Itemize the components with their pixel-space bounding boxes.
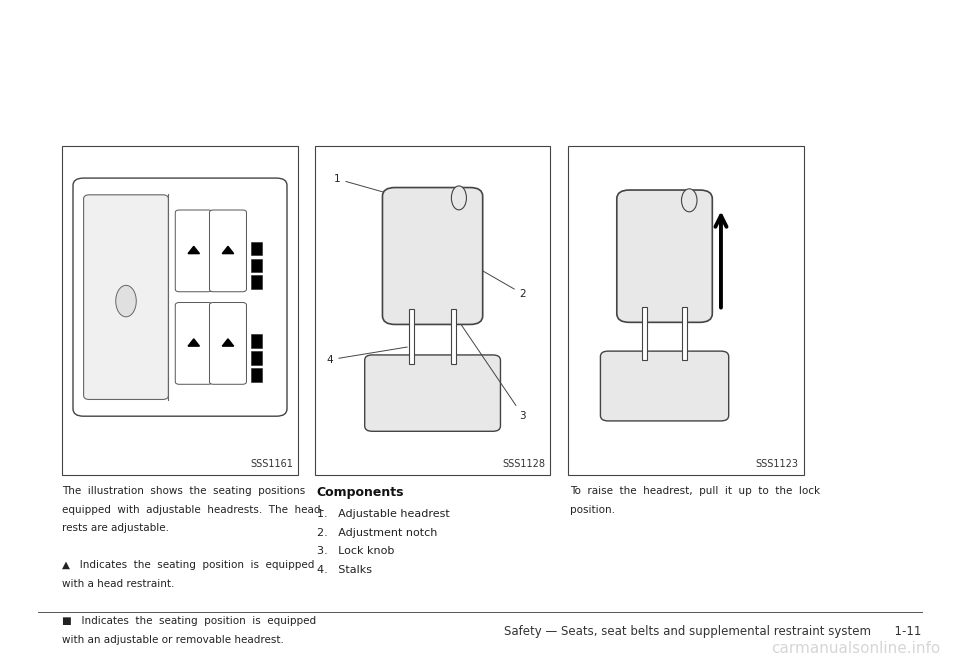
FancyBboxPatch shape <box>616 190 712 322</box>
Text: SSS1123: SSS1123 <box>756 459 799 469</box>
Text: with an adjustable or removable headrest.: with an adjustable or removable headrest… <box>62 635 284 645</box>
Bar <box>252 368 262 382</box>
Text: The  illustration  shows  the  seating  positions: The illustration shows the seating posit… <box>62 486 305 496</box>
Bar <box>252 276 262 289</box>
Ellipse shape <box>451 186 467 210</box>
Bar <box>315 146 550 475</box>
Bar <box>409 309 414 364</box>
FancyBboxPatch shape <box>600 351 729 421</box>
Bar <box>568 146 804 475</box>
FancyBboxPatch shape <box>84 195 168 400</box>
Bar <box>252 351 262 365</box>
Text: 4.   Stalks: 4. Stalks <box>317 565 372 575</box>
Text: ■   Indicates  the  seating  position  is  equipped: ■ Indicates the seating position is equi… <box>62 616 317 626</box>
Bar <box>682 307 686 360</box>
Text: SSS1128: SSS1128 <box>502 459 545 469</box>
Text: 2.   Adjustment notch: 2. Adjustment notch <box>317 528 437 538</box>
Text: carmanualsonline.info: carmanualsonline.info <box>772 641 941 656</box>
Text: 2: 2 <box>474 266 526 299</box>
FancyBboxPatch shape <box>73 178 287 416</box>
Text: Components: Components <box>317 486 404 499</box>
Text: 4: 4 <box>326 347 407 365</box>
Bar <box>252 334 262 348</box>
Text: 1: 1 <box>334 174 407 199</box>
Text: To  raise  the  headrest,  pull  it  up  to  the  lock: To raise the headrest, pull it up to the… <box>570 486 821 496</box>
Text: 3: 3 <box>457 318 526 420</box>
Bar <box>252 242 262 256</box>
Polygon shape <box>223 339 233 346</box>
Polygon shape <box>223 246 233 254</box>
Text: equipped  with  adjustable  headrests.  The  head-: equipped with adjustable headrests. The … <box>62 505 324 515</box>
Ellipse shape <box>116 286 136 317</box>
FancyBboxPatch shape <box>382 187 483 325</box>
Bar <box>642 307 647 360</box>
Polygon shape <box>188 339 200 346</box>
Polygon shape <box>188 246 200 254</box>
FancyBboxPatch shape <box>176 303 212 384</box>
FancyBboxPatch shape <box>365 355 500 432</box>
Bar <box>451 309 456 364</box>
Text: 1.   Adjustable headrest: 1. Adjustable headrest <box>317 509 449 519</box>
FancyBboxPatch shape <box>176 210 212 291</box>
Bar <box>62 146 298 475</box>
Text: ▲   Indicates  the  seating  position  is  equipped: ▲ Indicates the seating position is equi… <box>62 560 315 570</box>
Text: SSS1161: SSS1161 <box>250 459 293 469</box>
Text: with a head restraint.: with a head restraint. <box>62 579 175 589</box>
FancyBboxPatch shape <box>209 303 247 384</box>
Text: position.: position. <box>570 505 615 515</box>
Bar <box>252 258 262 272</box>
Text: rests are adjustable.: rests are adjustable. <box>62 523 169 533</box>
Text: 3.   Lock knob: 3. Lock knob <box>317 546 395 556</box>
Text: Safety — Seats, seat belts and supplemental restraint system  1-11: Safety — Seats, seat belts and supplemen… <box>504 625 922 639</box>
FancyBboxPatch shape <box>209 210 247 291</box>
Ellipse shape <box>682 189 697 212</box>
